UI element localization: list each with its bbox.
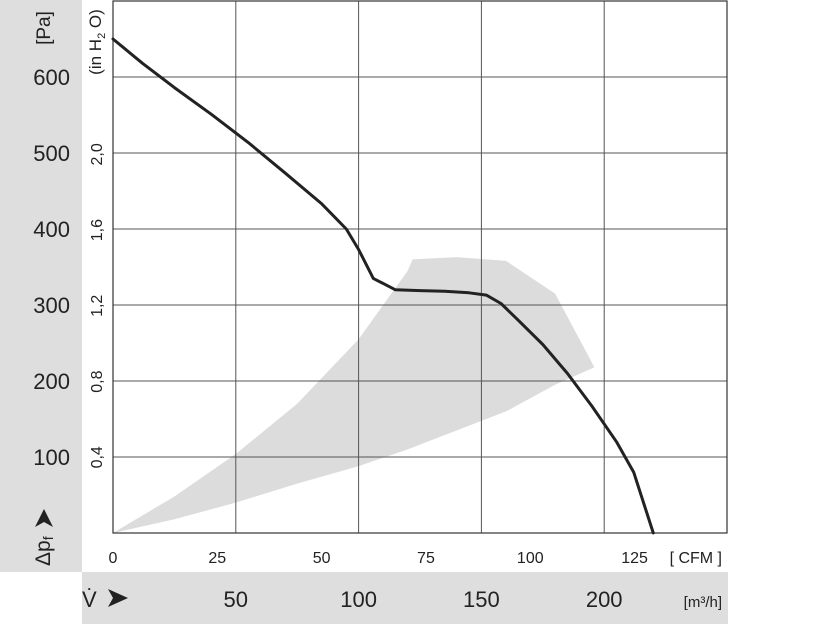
y-tick-label-inh2o: 0,8 bbox=[89, 370, 106, 392]
x-tick-label-cfm: 50 bbox=[313, 550, 331, 567]
y2-unit-label: (in H2 O) bbox=[86, 9, 108, 75]
x-tick-label-cfm: 0 bbox=[109, 550, 118, 567]
left-axis-band bbox=[0, 0, 82, 572]
x-axis-symbol: V̇ bbox=[82, 587, 128, 612]
y-tick-label-pa: 600 bbox=[33, 65, 70, 90]
y-axis-pa-ticks: 100 200 300 400 500 600 bbox=[33, 65, 70, 470]
y-unit-label-pa: [Pa] bbox=[34, 11, 55, 45]
y-tick-label-inh2o: 1,2 bbox=[89, 295, 106, 317]
x-axis-cfm-ticks: 0 25 50 75 100 125 bbox=[109, 550, 648, 567]
y-tick-label-inh2o: 2,0 bbox=[89, 143, 106, 165]
x-tick-label-cfm: 25 bbox=[208, 550, 226, 567]
x-unit-label-cfm: [ CFM ] bbox=[670, 550, 722, 567]
y-tick-label-inh2o: 1,6 bbox=[89, 219, 106, 241]
x-tick-label-m3h: 50 bbox=[224, 587, 248, 612]
y-tick-label-pa: 400 bbox=[33, 217, 70, 242]
y-tick-label-pa: 500 bbox=[33, 141, 70, 166]
x-tick-label-m3h: 200 bbox=[586, 587, 623, 612]
y-tick-label-pa: 100 bbox=[33, 445, 70, 470]
y-tick-label-pa: 200 bbox=[33, 369, 70, 394]
svg-text:V̇: V̇ bbox=[82, 587, 97, 612]
x-tick-label-m3h: 150 bbox=[463, 587, 500, 612]
y-tick-label-inh2o: 0,4 bbox=[89, 446, 106, 468]
x-tick-label-m3h: 100 bbox=[340, 587, 377, 612]
bottom-axis-band bbox=[82, 572, 728, 624]
x-unit-label-m3h: [m³/h] bbox=[684, 594, 722, 611]
x-axis-m3h-ticks: 50 100 150 200 bbox=[224, 587, 623, 612]
y-axis-symbol: Δpf bbox=[32, 509, 56, 566]
pressure-curve bbox=[111, 37, 655, 535]
plot-area bbox=[111, 0, 728, 535]
x-axis-arrow-icon bbox=[108, 589, 128, 607]
x-tick-label-cfm: 75 bbox=[417, 550, 435, 567]
operating-region bbox=[113, 257, 595, 533]
y-axis-arrow-icon bbox=[35, 509, 53, 527]
x-tick-label-cfm: 100 bbox=[517, 550, 544, 567]
y-tick-label-pa: 300 bbox=[33, 293, 70, 318]
svg-text:Δpf: Δpf bbox=[32, 536, 56, 566]
y-axis-inh2o-ticks: 0,4 0,8 1,2 1,6 2,0 bbox=[89, 143, 106, 468]
x-tick-label-cfm: 125 bbox=[621, 550, 648, 567]
plot-frame bbox=[112, 0, 728, 534]
